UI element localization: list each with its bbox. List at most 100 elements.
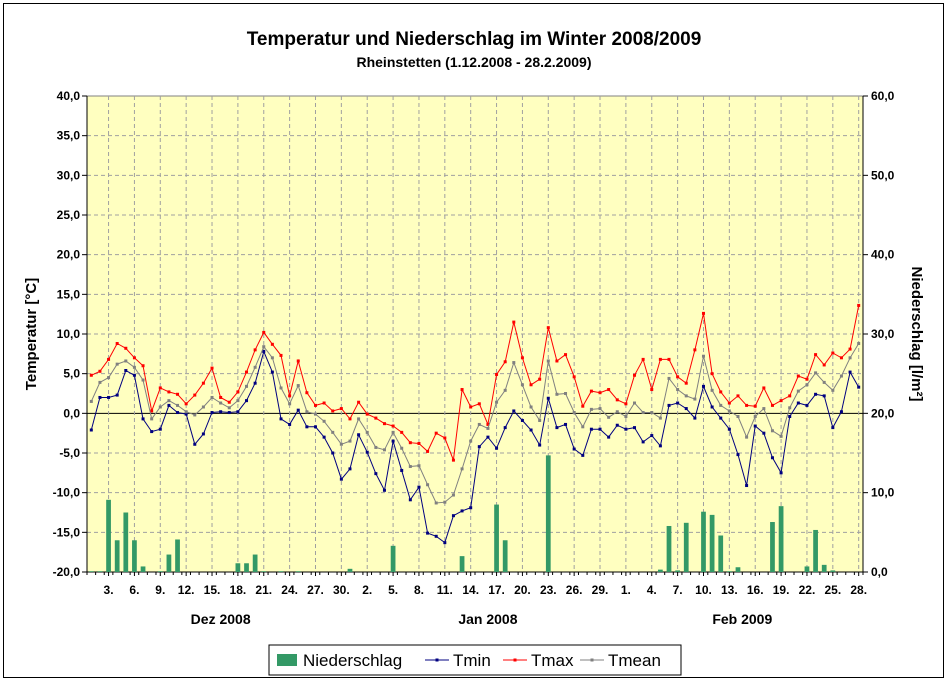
precip-bar xyxy=(295,571,301,572)
point-tmin xyxy=(391,439,395,443)
point-tmean xyxy=(753,415,757,419)
point-tmax xyxy=(331,409,335,413)
precip-bar xyxy=(683,522,689,572)
point-tmin xyxy=(115,393,119,397)
point-tmin xyxy=(529,428,533,432)
x-tick-label: 9. xyxy=(155,583,165,597)
x-tick-label: 2. xyxy=(362,583,372,597)
precip-bar xyxy=(666,525,672,572)
point-tmax xyxy=(296,359,300,363)
point-tmin xyxy=(460,509,464,513)
month-label: Feb 2009 xyxy=(712,611,772,627)
point-tmin xyxy=(538,443,542,447)
y-tick-label-right: 50,0 xyxy=(871,168,895,182)
point-tmean xyxy=(564,392,568,395)
point-tmax xyxy=(701,311,705,315)
x-axis: 3. 6. 9. 12. 15. 18. 21. 24. 27. 30. 2. 5. 8. 11. 14. 1… xyxy=(86,572,867,597)
point-tmax xyxy=(719,390,723,394)
point-tmean xyxy=(650,411,654,415)
point-tmean xyxy=(365,430,369,434)
point-tmean xyxy=(589,407,593,411)
point-tmin xyxy=(839,410,843,414)
point-tmax xyxy=(357,400,361,404)
point-tmean xyxy=(201,405,205,409)
point-tmean xyxy=(512,361,516,365)
point-tmin xyxy=(615,423,619,427)
point-tmean xyxy=(124,359,128,363)
point-tmin xyxy=(701,384,705,388)
point-tmean xyxy=(676,388,680,392)
point-tmax xyxy=(796,374,800,378)
point-tmin xyxy=(770,456,774,460)
point-tmin xyxy=(633,426,637,430)
point-tmin xyxy=(658,444,662,448)
point-tmin xyxy=(89,428,93,432)
precip-bar xyxy=(235,563,241,572)
precip-bar xyxy=(658,569,663,572)
x-tick-label: 23. xyxy=(540,583,557,597)
point-tmin xyxy=(313,425,317,429)
point-tmin xyxy=(589,427,593,431)
point-tmean xyxy=(736,415,740,419)
x-tick-label: 6. xyxy=(129,583,139,597)
point-tmin xyxy=(236,410,240,414)
point-tmax xyxy=(210,366,214,370)
legend-label-tmin: Tmin xyxy=(453,651,491,670)
x-tick-label: 26. xyxy=(566,583,583,597)
point-tmin xyxy=(667,403,671,407)
point-tmin xyxy=(796,401,800,405)
point-tmax xyxy=(348,417,352,421)
x-tick-label: 15. xyxy=(204,583,221,597)
point-tmin xyxy=(322,435,326,439)
point-tmean xyxy=(684,394,688,398)
precip-bar xyxy=(735,567,741,572)
point-tmax xyxy=(650,388,654,392)
y-tick-label-left: 15,0 xyxy=(57,287,81,301)
point-tmax xyxy=(313,403,317,407)
point-tmin xyxy=(503,426,507,430)
point-tmax xyxy=(857,303,861,307)
precip-bar xyxy=(390,545,396,572)
point-tmax xyxy=(805,377,809,381)
y-tick-label-left: 20,0 xyxy=(57,248,81,262)
x-tick-label: 22. xyxy=(799,583,816,597)
point-tmin xyxy=(279,417,283,421)
point-tmean xyxy=(305,410,309,414)
point-tmax xyxy=(814,353,818,357)
point-tmean xyxy=(451,493,455,497)
point-tmax xyxy=(822,363,826,367)
precip-bar xyxy=(347,568,353,572)
point-tmean xyxy=(374,445,378,449)
point-tmax xyxy=(365,412,369,416)
point-tmean xyxy=(745,435,749,439)
point-tmin xyxy=(520,418,524,422)
point-tmin xyxy=(736,453,740,457)
point-tmean xyxy=(176,403,180,407)
point-tmax xyxy=(305,391,309,395)
precip-bar xyxy=(132,540,137,572)
y-tick-label-left: 5,0 xyxy=(63,367,80,381)
precip-bar xyxy=(157,571,163,572)
point-tmax xyxy=(98,369,102,373)
point-tmax xyxy=(262,330,266,334)
legend-marker-tmax xyxy=(513,658,517,662)
point-tmean xyxy=(477,422,481,426)
point-tmean xyxy=(357,417,361,421)
point-tmin xyxy=(426,531,430,535)
point-tmean xyxy=(779,434,783,438)
point-tmean xyxy=(167,399,171,403)
point-tmean xyxy=(814,371,818,375)
point-tmin xyxy=(598,427,602,431)
point-tmean xyxy=(253,365,257,369)
point-tmean xyxy=(184,410,188,414)
point-tmean xyxy=(313,412,317,416)
x-tick-label: 16. xyxy=(747,583,764,597)
point-tmax xyxy=(770,403,774,407)
point-tmin xyxy=(150,430,154,434)
point-tmean xyxy=(719,403,723,407)
point-tmax xyxy=(115,342,119,346)
precip-bar xyxy=(821,564,827,572)
point-tmin xyxy=(331,451,335,455)
y-tick-label-left: -20,0 xyxy=(53,565,81,579)
